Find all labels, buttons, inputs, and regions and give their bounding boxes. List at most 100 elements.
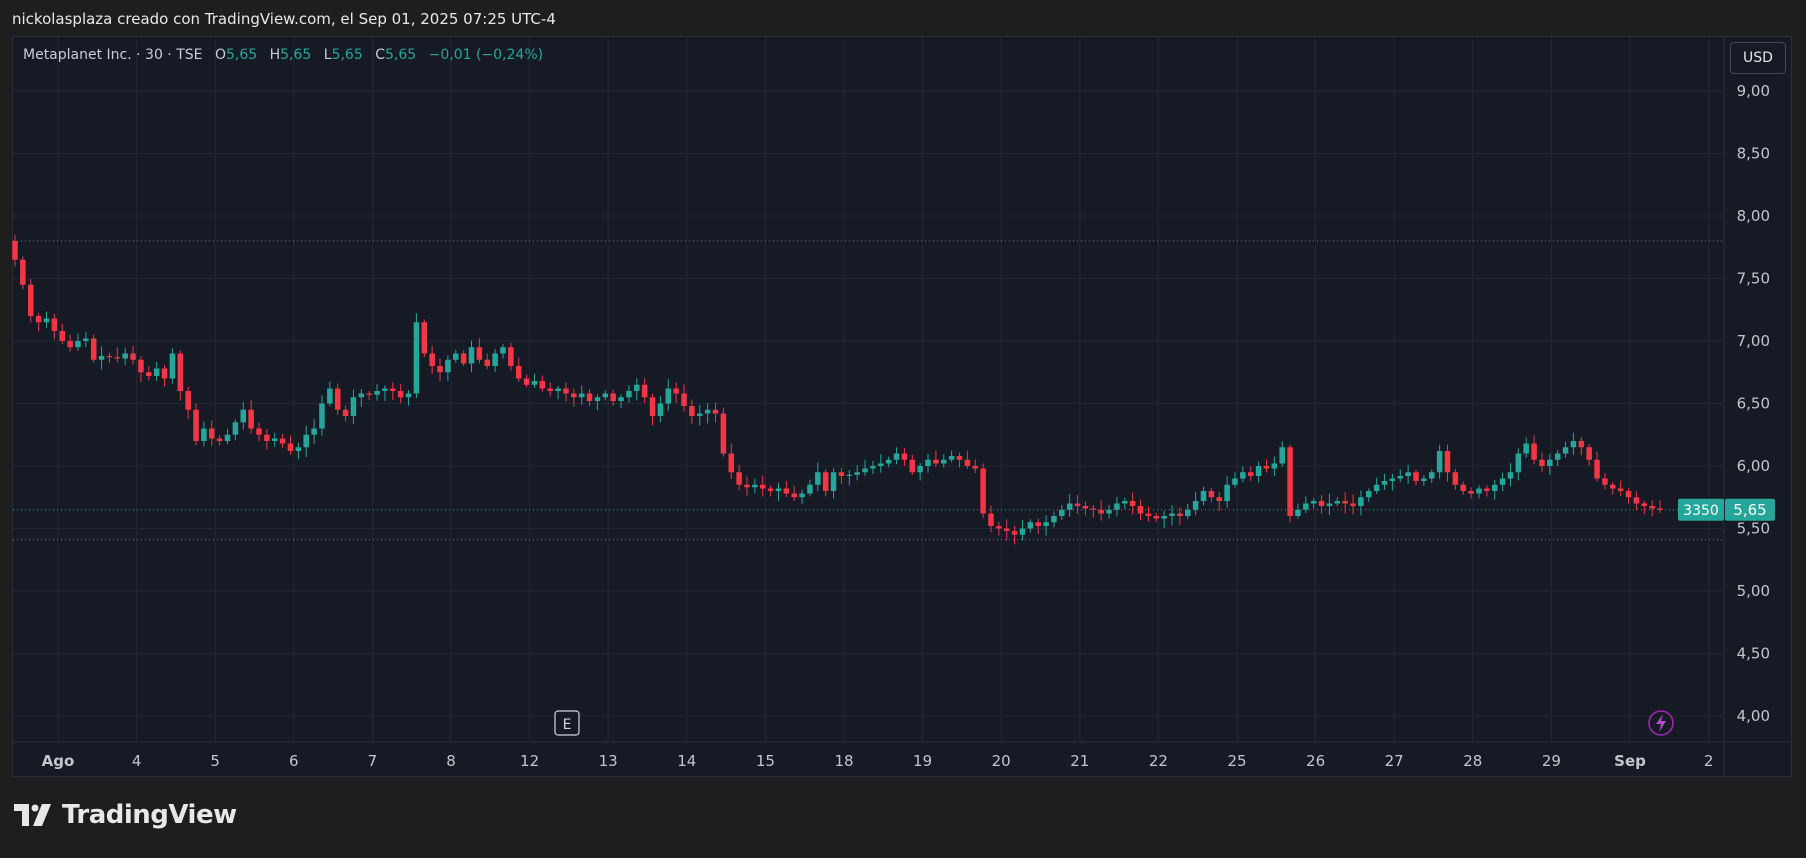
candle-body	[114, 357, 121, 359]
time-tick-label: 15	[756, 752, 775, 770]
price-tick-label: 5,00	[1737, 582, 1770, 600]
candle-body	[1539, 459, 1545, 466]
candle-body	[783, 488, 790, 494]
candle-body	[704, 409, 711, 414]
candle-body	[1216, 497, 1222, 501]
candle-body	[1303, 503, 1309, 510]
candle-body	[1594, 459, 1600, 479]
price-tick-label: 7,00	[1737, 332, 1770, 350]
candle-body	[1122, 501, 1128, 504]
last-price-tag-label: 5,65	[1733, 501, 1766, 519]
candle-body	[1098, 509, 1104, 514]
candle-body	[1366, 491, 1372, 498]
candle-body	[1240, 472, 1246, 479]
candle-body	[1255, 466, 1262, 476]
candle-body	[350, 397, 357, 416]
candle-body	[35, 316, 42, 323]
price-tick-label: 6,50	[1737, 395, 1770, 413]
candle-body	[1484, 488, 1490, 491]
candle-body	[815, 472, 821, 485]
candle-body	[1578, 441, 1585, 448]
time-tick-label: 20	[992, 752, 1011, 770]
symbol-name: Metaplanet Inc. · 30 · TSE	[23, 47, 203, 63]
candle-body	[964, 459, 971, 466]
symbol-legend: Metaplanet Inc. · 30 · TSE O5,65 H5,65 L…	[23, 47, 543, 63]
candle-body	[634, 384, 640, 391]
candle-body	[697, 413, 703, 416]
candle-body	[539, 381, 546, 389]
candle-body	[1169, 513, 1175, 516]
candle-body	[311, 428, 317, 435]
candle-body	[1421, 478, 1427, 481]
time-tick-label: 22	[1149, 752, 1168, 770]
candle-body	[618, 397, 624, 401]
candle-body	[106, 356, 113, 358]
candle-body	[657, 403, 664, 416]
candle-body	[1547, 459, 1553, 466]
candle-body	[1200, 491, 1207, 501]
low-value: 5,65	[331, 47, 363, 63]
open-label: O	[214, 47, 226, 63]
candle-body	[279, 438, 286, 444]
candle-body	[1326, 503, 1333, 506]
candle-body	[1389, 478, 1396, 481]
candle-body	[1342, 501, 1348, 504]
candle-body	[1153, 516, 1160, 519]
candle-body	[405, 393, 412, 398]
candle-body	[1468, 491, 1474, 494]
candle-body	[1562, 447, 1569, 454]
candle-body	[327, 388, 333, 404]
candle-body	[1358, 497, 1364, 506]
candle-body	[468, 347, 475, 364]
currency-button[interactable]: USD	[1730, 42, 1786, 74]
candle-body	[720, 413, 727, 454]
candle-body	[1161, 516, 1167, 519]
candle-body	[673, 388, 679, 394]
candle-body	[216, 438, 223, 441]
candle-body	[830, 472, 837, 491]
candle-body	[130, 353, 136, 360]
candle-body	[500, 347, 506, 354]
candle-body	[1295, 509, 1301, 516]
volume-tag-label: 3350	[1683, 503, 1719, 519]
close-label: C	[375, 47, 385, 63]
tradingview-logo[interactable]: TradingView	[14, 800, 237, 830]
candle-body	[295, 447, 302, 451]
candle-body	[1129, 501, 1136, 506]
candle-body	[1515, 453, 1522, 473]
candle-body	[799, 493, 805, 498]
candle-body	[972, 466, 978, 469]
candle-body	[1090, 508, 1097, 510]
candle-body	[1247, 472, 1254, 476]
price-tick-label: 7,50	[1737, 270, 1770, 288]
candle-body	[382, 388, 388, 391]
candle-body	[1444, 451, 1451, 473]
candle-body	[1027, 522, 1034, 529]
time-tick-label: Ago	[42, 752, 75, 770]
candle-body	[515, 366, 522, 379]
candle-body	[169, 353, 176, 379]
candle-body	[138, 359, 144, 373]
price-tick-label: 4,00	[1737, 707, 1770, 725]
earnings-marker	[554, 710, 580, 736]
candle-body	[1184, 509, 1191, 516]
candle-body	[1554, 453, 1561, 460]
candle-body	[90, 338, 97, 360]
candle-body	[1570, 441, 1577, 448]
candle-body	[641, 384, 648, 398]
candle-body	[956, 456, 963, 460]
low-label: L	[323, 47, 332, 63]
candle-body	[43, 318, 50, 323]
candle-body	[397, 391, 404, 398]
price-tick-label: 4,50	[1737, 645, 1770, 663]
candle-body	[1381, 481, 1388, 485]
candle-body	[445, 359, 451, 373]
candle-body	[626, 391, 632, 398]
candle-body	[209, 428, 215, 439]
candle-body	[563, 388, 569, 394]
candle-body	[712, 409, 719, 414]
candle-body	[342, 409, 349, 416]
time-tick-label: 19	[913, 752, 932, 770]
candle-body	[1310, 501, 1317, 504]
